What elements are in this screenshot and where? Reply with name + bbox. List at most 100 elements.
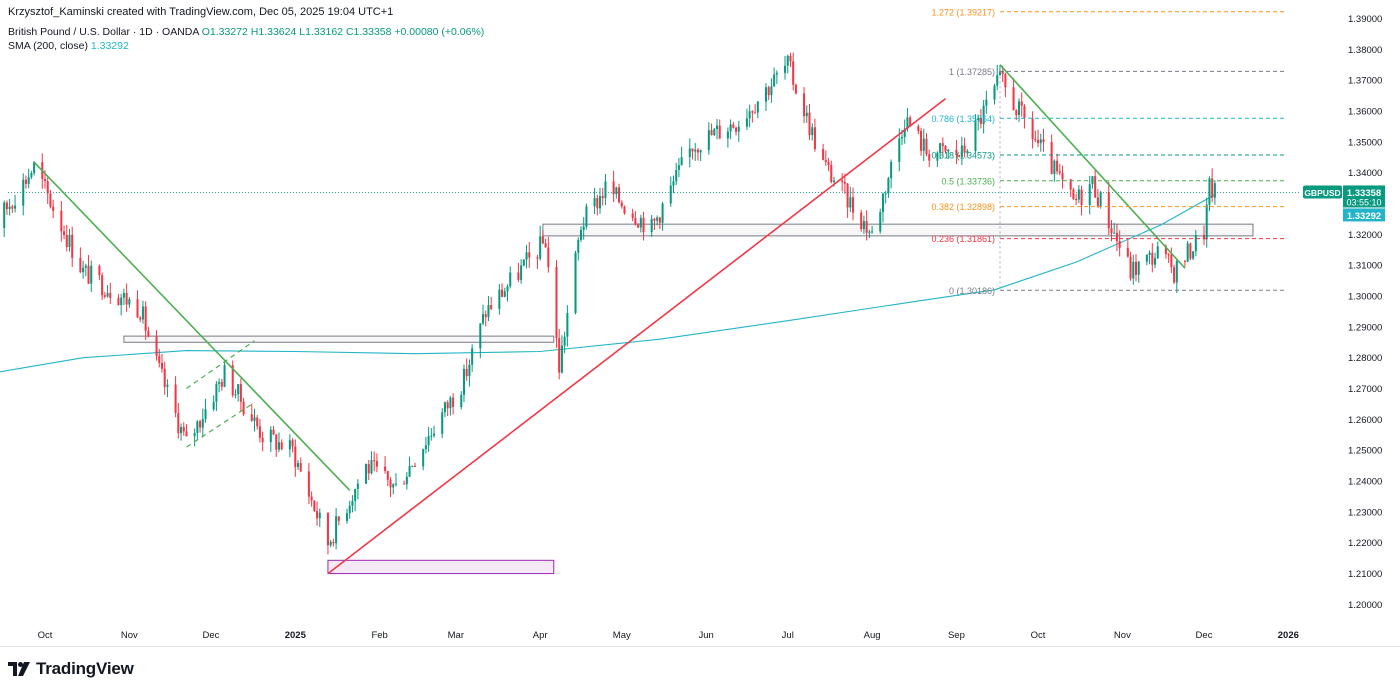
candle-body (770, 86, 773, 96)
candle-body (294, 446, 297, 468)
last-price-tag-value: 1.33358 (1347, 188, 1381, 199)
candle-body (430, 435, 433, 437)
candle-body (539, 236, 542, 259)
candle-body (460, 394, 463, 407)
y-tick-label: 1.25000 (1348, 446, 1382, 457)
candle-body (288, 440, 291, 450)
fib-level-label: 0.5 (1.33736) (941, 176, 995, 186)
candle-body (318, 512, 321, 519)
candle-body (558, 338, 561, 373)
candle-body (974, 120, 977, 151)
candle-body (98, 265, 101, 276)
candle-body (11, 206, 14, 209)
candle-body (555, 267, 558, 339)
candle-body (1194, 235, 1197, 252)
candle-body (729, 124, 732, 132)
candle-body (125, 293, 128, 305)
candle-body (958, 155, 961, 157)
indicator-legend[interactable]: SMA (200, close) 1.33292 (8, 40, 129, 52)
candle-body (424, 445, 427, 450)
candle-body (24, 179, 27, 184)
candle-body (642, 217, 645, 233)
candle-body (639, 217, 642, 228)
candle-body (82, 267, 85, 273)
candle-body (471, 348, 474, 365)
y-tick-label: 1.21000 (1348, 569, 1382, 580)
x-tick-label: 2026 (1278, 630, 1299, 641)
candle-body (922, 138, 925, 151)
candle-body (90, 265, 93, 284)
candle-body (269, 429, 272, 443)
candle-body (1050, 142, 1053, 174)
candle-body (1099, 192, 1102, 206)
candle-body (106, 293, 109, 297)
trend-line (327, 98, 947, 575)
candle-body (411, 465, 414, 467)
candle-body (253, 417, 256, 421)
candle-body (60, 210, 63, 232)
candle-body (1186, 243, 1189, 262)
candle-body (63, 231, 66, 235)
candle-body (849, 197, 852, 208)
candle-body (1145, 254, 1148, 262)
candle-body (1042, 139, 1045, 143)
candle-body (272, 429, 275, 435)
y-tick-label: 1.30000 (1348, 292, 1382, 303)
candle-body (1096, 197, 1099, 206)
candle-body (672, 181, 675, 186)
candle-body (375, 461, 378, 467)
candle-body (43, 178, 47, 182)
candle-body (585, 206, 588, 227)
candle-body (1088, 184, 1091, 206)
tradingview-logo[interactable]: TradingView (8, 659, 134, 679)
candle-body (384, 466, 387, 471)
candle-body (422, 449, 425, 467)
candle-body (563, 336, 566, 346)
candle-body (947, 149, 950, 152)
fib-level-label: 0 (1.30186) (949, 286, 995, 296)
candle-body (944, 145, 947, 152)
candle-body (528, 252, 531, 258)
candle-body (427, 436, 430, 446)
candle-body (830, 164, 833, 183)
bottom-divider (0, 646, 1400, 647)
candle-body (794, 84, 797, 94)
candle-body (1213, 183, 1216, 198)
candle-body (1208, 178, 1211, 205)
candle-body (501, 289, 504, 297)
candle-body (764, 87, 767, 102)
symbol-legend[interactable]: British Pound / U.S. Dollar · 1D · OANDA… (8, 26, 484, 38)
candle-body (1129, 256, 1132, 279)
candle-body (928, 154, 931, 161)
candle-body (212, 401, 215, 410)
candle-body (547, 247, 550, 268)
candle-body (144, 306, 147, 331)
candle-body (536, 257, 539, 259)
sma-tag-box (1343, 208, 1385, 222)
candle-body (688, 148, 691, 158)
fib-level-label: 1 (1.37285) (949, 67, 995, 77)
x-tick-label: Apr (533, 630, 548, 641)
candle-body (351, 500, 354, 506)
candle-body (1167, 254, 1170, 256)
candle-body (827, 162, 830, 165)
candle-body (631, 213, 634, 219)
candle-body (386, 470, 389, 480)
candle-body (898, 138, 901, 162)
candle-body (813, 127, 816, 150)
candle-body (966, 150, 969, 153)
candle-body (677, 165, 680, 170)
candle-body (503, 291, 506, 297)
candle-body (522, 259, 525, 266)
candle-body (1202, 235, 1206, 240)
x-tick-label: Nov (1114, 630, 1131, 641)
candle-body (356, 483, 359, 490)
candle-body (14, 205, 17, 209)
candle-body (433, 433, 436, 436)
candle-body (544, 243, 547, 248)
candle-body (756, 101, 759, 113)
candle-body (443, 402, 446, 413)
candle-body (332, 541, 335, 544)
candle-body (280, 442, 283, 450)
